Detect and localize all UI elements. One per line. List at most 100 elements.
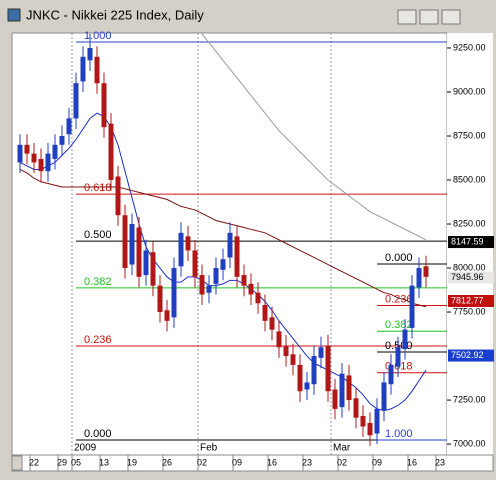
x-tick-label: 22 [29, 457, 39, 467]
scroll-button[interactable] [11, 455, 23, 471]
price-tag-label: 8147.59 [451, 236, 484, 246]
candle-body [353, 398, 359, 418]
price-tag [448, 236, 494, 249]
candle-body [276, 331, 282, 348]
candle-body [122, 215, 128, 269]
candle-body [136, 227, 142, 277]
candle-body [255, 292, 261, 304]
fib-label: 0.500 [84, 229, 112, 241]
x-tick-label: 26 [162, 457, 172, 467]
candle-body [213, 268, 219, 284]
candle-body [143, 250, 149, 276]
y-tick-label: 7750.00 [453, 306, 486, 316]
candle-body [150, 252, 156, 286]
fib-label: 1.000 [385, 428, 413, 440]
minimize-button[interactable] [397, 9, 417, 25]
candle-body [423, 266, 429, 277]
moving-average [201, 33, 427, 241]
x-tick-label: 02 [337, 457, 347, 467]
period-label: Mar [333, 443, 351, 454]
candle-body [115, 176, 121, 216]
maximize-button[interactable] [419, 9, 439, 25]
y-tick-label: 8500.00 [453, 174, 486, 184]
candle-body [17, 144, 23, 163]
candle-body [45, 153, 51, 172]
x-tick-label: 02 [197, 457, 207, 467]
candle-body [248, 283, 254, 295]
candle-body [381, 382, 387, 411]
candle-body [199, 275, 205, 295]
fib-label: 0.000 [84, 428, 112, 440]
price-tag-label: 7502.92 [451, 350, 484, 360]
candle-body [24, 144, 30, 154]
candle-body [297, 364, 303, 392]
candle-body [290, 354, 296, 365]
candle-body [409, 285, 415, 328]
x-tick-label: 29 [57, 457, 67, 467]
x-tick-label: 13 [99, 457, 109, 467]
candle-body [374, 408, 380, 434]
candle-body [402, 329, 408, 350]
x-tick-label: 23 [302, 457, 312, 467]
candle-body [332, 389, 338, 409]
candle-body [178, 232, 184, 267]
candle-body [108, 123, 114, 181]
candle-body [262, 305, 268, 321]
y-tick-label: 9250.00 [453, 42, 486, 52]
candle-body [206, 285, 212, 293]
fib-label: 0.000 [385, 252, 413, 264]
candle-body [87, 47, 93, 61]
candle-body [318, 347, 324, 358]
period-label: Feb [200, 443, 218, 454]
moving-average [19, 168, 427, 308]
candle-body [66, 118, 72, 135]
candle-body [94, 56, 100, 84]
candle-body [346, 375, 352, 401]
y-tick-label: 9000.00 [453, 86, 486, 96]
x-tick-label: 23 [435, 457, 445, 467]
price-tag [448, 349, 494, 362]
candle-body [304, 382, 310, 390]
y-tick-label: 8750.00 [453, 130, 486, 140]
close-button[interactable] [441, 9, 461, 25]
fib-label: 1.000 [84, 30, 112, 42]
x-tick-label: 19 [127, 457, 137, 467]
candle-body [192, 250, 198, 277]
candle-body [269, 317, 275, 330]
fib-label: 0.236 [385, 293, 413, 305]
candle-body [395, 347, 401, 367]
period-label: 2009 [74, 443, 97, 454]
y-tick-label: 8250.00 [453, 218, 486, 228]
candle-body [38, 158, 44, 172]
candle-body [339, 373, 345, 408]
window-icon [7, 8, 21, 22]
window-title: JNKC - Nikkei 225 Index, Daily [26, 7, 204, 22]
candle-body [388, 364, 394, 385]
candle-body [360, 415, 366, 427]
candle-body [227, 232, 233, 258]
candle-body [73, 83, 79, 119]
candle-body [59, 135, 65, 145]
candle-body [416, 268, 422, 288]
candle-body [164, 310, 170, 321]
fib-label: 0.382 [84, 276, 112, 288]
x-tick-label: 09 [232, 457, 242, 467]
candle-body [234, 236, 240, 277]
price-tag-label: 7945.96 [451, 272, 484, 282]
candle-body [367, 422, 373, 436]
candle-body [220, 259, 226, 270]
fib-label: 0.382 [385, 319, 413, 331]
x-tick-label: 16 [267, 457, 277, 467]
x-tick-label: 09 [372, 457, 382, 467]
price-tag [448, 271, 494, 284]
moving-average [19, 112, 427, 412]
candle-body [171, 268, 177, 318]
candle-body [311, 356, 317, 385]
candle-body [52, 144, 58, 159]
candle-body [325, 345, 331, 392]
candle-body [185, 236, 191, 251]
candle-body [101, 83, 107, 128]
y-tick-label: 7000.00 [453, 438, 486, 448]
fib-label: 0.236 [84, 334, 112, 346]
